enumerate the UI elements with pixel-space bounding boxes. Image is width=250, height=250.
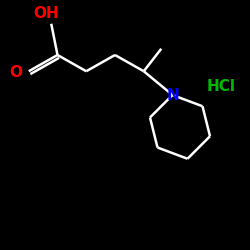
Text: O: O [10, 65, 23, 80]
Text: HCl: HCl [207, 79, 236, 94]
Text: N: N [166, 88, 179, 102]
Text: OH: OH [34, 6, 59, 21]
